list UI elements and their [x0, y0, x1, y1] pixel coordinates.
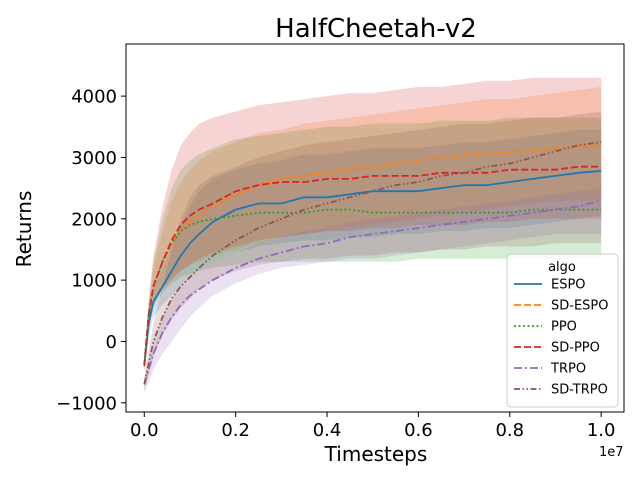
band-espo — [144, 129, 602, 373]
x-tick-label: 0.0 — [130, 420, 159, 441]
band-trpo — [144, 188, 602, 394]
legend-label-sd-ppo: SD-PPO — [551, 341, 600, 356]
y-axis-label: Returns — [12, 191, 36, 268]
legend-label-espo: ESPO — [551, 278, 586, 293]
line-sd-ppo — [143, 165, 602, 367]
chart-title: HalfCheetah-v2 — [275, 14, 477, 44]
legend-label-sd-espo: SD-ESPO — [551, 299, 609, 314]
legend-entry-ppo: PPO — [514, 320, 577, 335]
legend-entry-espo: ESPO — [514, 278, 586, 293]
x-tick-label: 0.2 — [221, 420, 250, 441]
y-tick-label: 1000 — [71, 271, 117, 292]
legend-entry-sd-trpo: SD-TRPO — [514, 383, 608, 398]
y-tick-label: 4000 — [71, 87, 117, 108]
x-axis-label: Timesteps — [324, 442, 428, 466]
band-sd-ppo — [144, 77, 602, 373]
x-tick-label: 1.0 — [587, 420, 616, 441]
y-tick-label: 3000 — [71, 148, 117, 169]
x-axis-ticks: 0.0 0.2 0.4 0.6 0.8 1.0 — [130, 412, 616, 441]
band-sd-trpo — [144, 111, 602, 391]
legend-entry-sd-ppo: SD-PPO — [514, 341, 600, 356]
legend: algo ESPO SD-ESPO PPO SD-PPO TRPO SD-TRPO — [506, 253, 619, 408]
y-tick-label: −1000 — [56, 393, 117, 414]
x-tick-label: 0.8 — [495, 420, 524, 441]
legend-title: algo — [548, 260, 576, 275]
x-tick-label: 0.4 — [313, 420, 342, 441]
confidence-bands — [144, 77, 602, 394]
x-axis-multiplier: 1e7 — [599, 445, 624, 460]
y-axis-ticks: −1000 0 1000 2000 3000 4000 — [56, 87, 126, 414]
x-tick-label: 0.6 — [404, 420, 433, 441]
series-lines — [143, 141, 602, 385]
line-trpo — [143, 199, 602, 385]
line-ppo — [143, 208, 602, 363]
legend-label-ppo: PPO — [551, 320, 577, 335]
band-sd-espo — [144, 86, 602, 373]
plot-frame — [125, 43, 625, 413]
legend-entry-trpo: TRPO — [514, 362, 586, 377]
band-ppo — [144, 117, 602, 370]
line-espo — [143, 170, 602, 367]
line-sd-trpo — [143, 141, 602, 385]
y-tick-label: 0 — [106, 332, 117, 353]
legend-entry-sd-espo: SD-ESPO — [514, 299, 609, 314]
line-sd-espo — [143, 144, 602, 367]
legend-label-sd-trpo: SD-TRPO — [551, 383, 608, 398]
y-tick-label: 2000 — [71, 209, 117, 230]
legend-label-trpo: TRPO — [550, 362, 586, 377]
